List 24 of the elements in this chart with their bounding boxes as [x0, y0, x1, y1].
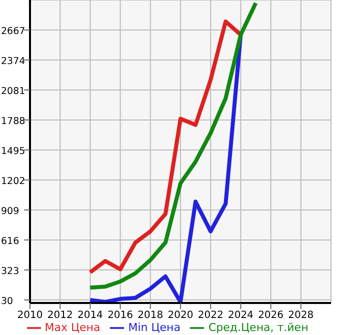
x-tick-label: 2028 [288, 310, 314, 322]
x-tick-label: 2022 [198, 310, 224, 322]
y-tick-label: 30 [1, 296, 14, 307]
y-tick-label: 2667 [1, 26, 26, 37]
x-tick-label: 2024 [228, 310, 254, 322]
x-tick-label: 2012 [47, 310, 73, 322]
x-tick-label: 2020 [168, 310, 194, 322]
y-tick-label: 1788 [1, 116, 26, 127]
y-tick-label: 1202 [1, 176, 26, 187]
y-tick-label: 909 [1, 206, 20, 217]
x-tick-label: 2018 [138, 310, 164, 322]
legend-label: Сред.Цена, т.йен [208, 321, 308, 334]
x-tick-label: 2026 [258, 310, 284, 322]
y-tick-label: 616 [1, 236, 20, 247]
legend-label: Max Цена [44, 321, 100, 334]
y-tick-label: 1495 [1, 146, 26, 157]
line-series [88, 1, 258, 290]
y-tick-label: 2081 [1, 86, 26, 97]
y-tick-label: 323 [1, 266, 20, 277]
legend-label: Min Цена [128, 321, 180, 334]
x-tick-label: 2010 [17, 310, 43, 322]
x-tick-label: 2014 [77, 310, 103, 322]
y-tick-label: 2374 [1, 56, 26, 67]
x-tick-label: 2016 [108, 310, 134, 322]
